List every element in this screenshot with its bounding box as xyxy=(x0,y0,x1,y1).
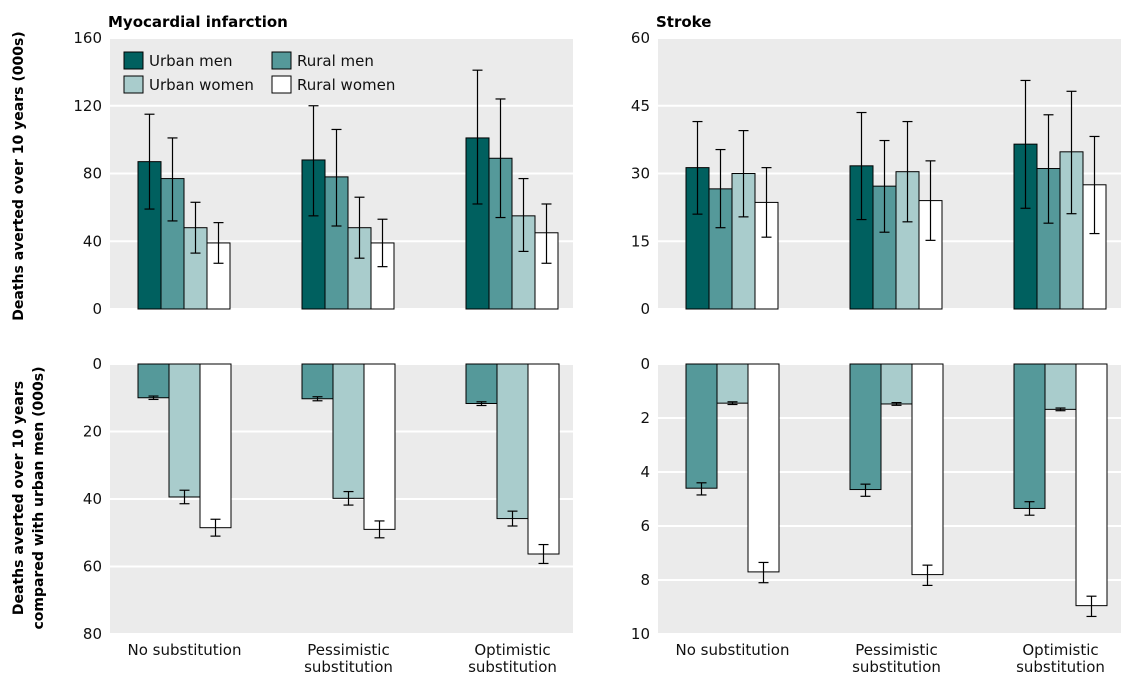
x-category-label: substitution xyxy=(1016,658,1105,676)
y-tick-label: 6 xyxy=(640,517,650,535)
x-category-label: substitution xyxy=(304,658,393,676)
bar-rural-men xyxy=(849,363,882,491)
x-category-label: substitution xyxy=(852,658,941,676)
panel-stroke-top: 0 15 30 45 60 xyxy=(631,29,1121,318)
y-tick-label: 0 xyxy=(92,300,102,318)
bar-rural-men xyxy=(465,363,498,404)
bar-urban-women xyxy=(496,363,529,520)
ylabel-top: Deaths averted over 10 years (000s) xyxy=(11,31,27,320)
x-category-label: Optimistic xyxy=(474,641,550,659)
x-category-label: substitution xyxy=(468,658,557,676)
bar-urban-women xyxy=(332,363,365,499)
y-tick-label: 40 xyxy=(83,490,102,508)
legend: Urban men Rural men Urban women Rural women xyxy=(123,51,395,94)
bar-urban-women xyxy=(716,363,749,404)
y-tick-label: 20 xyxy=(83,423,102,441)
y-tick-label: 80 xyxy=(83,165,102,183)
bar-rural-women xyxy=(199,363,232,529)
y-tick-label: 2 xyxy=(640,409,650,427)
bar-rural-women xyxy=(747,363,780,573)
legend-label: Rural men xyxy=(297,52,374,70)
legend-swatch xyxy=(123,51,144,70)
title-mi: Myocardial infarction xyxy=(108,13,288,31)
legend-swatch xyxy=(123,75,144,94)
y-tick-label: 0 xyxy=(92,355,102,373)
bar-urban-women xyxy=(168,363,201,498)
title-stroke: Stroke xyxy=(656,13,711,31)
bar-urban-women xyxy=(1044,363,1077,410)
y-tick-label: 15 xyxy=(631,232,650,250)
x-category-label: Optimistic xyxy=(1022,641,1098,659)
y-tick-label: 0 xyxy=(640,355,650,373)
y-tick-label: 40 xyxy=(83,232,102,250)
bar-rural-men xyxy=(137,363,170,399)
bar-rural-men xyxy=(1013,363,1046,509)
y-tick-label: 0 xyxy=(640,300,650,318)
y-tick-label: 45 xyxy=(631,97,650,115)
y-tick-label: 160 xyxy=(73,29,102,47)
x-category-label: Pessimistic xyxy=(855,641,937,659)
y-tick-label: 60 xyxy=(83,558,102,576)
y-tick-label: 8 xyxy=(640,571,650,589)
ylabel-bottom-line2: compared with urban men (000s) xyxy=(31,367,47,630)
ylabel-bottom-line1: Deaths averted over 10 years xyxy=(11,381,27,615)
bar-rural-women xyxy=(527,363,560,555)
bar-rural-women xyxy=(363,363,396,530)
y-tick-label: 30 xyxy=(631,165,650,183)
y-tick-label: 10 xyxy=(631,625,650,643)
x-category-label: Pessimistic xyxy=(307,641,389,659)
bar-rural-men xyxy=(301,363,334,400)
bar-rural-men xyxy=(685,363,718,489)
bar-rural-women xyxy=(911,363,944,576)
legend-swatch xyxy=(271,51,292,70)
legend-label: Urban men xyxy=(149,52,232,70)
y-tick-label: 120 xyxy=(73,97,102,115)
panel-mi-top: 0 40 80 120 160 xyxy=(73,29,573,318)
bar-urban-women xyxy=(880,363,913,405)
bar-rural-women xyxy=(1075,363,1108,607)
y-tick-label: 80 xyxy=(83,625,102,643)
x-category-label: No substitution xyxy=(128,641,242,659)
x-category-label: No substitution xyxy=(676,641,790,659)
legend-label: Urban women xyxy=(149,76,254,94)
legend-swatch xyxy=(271,75,292,94)
legend-label: Rural women xyxy=(297,76,395,94)
y-tick-label: 60 xyxy=(631,29,650,47)
y-tick-label: 4 xyxy=(640,463,650,481)
